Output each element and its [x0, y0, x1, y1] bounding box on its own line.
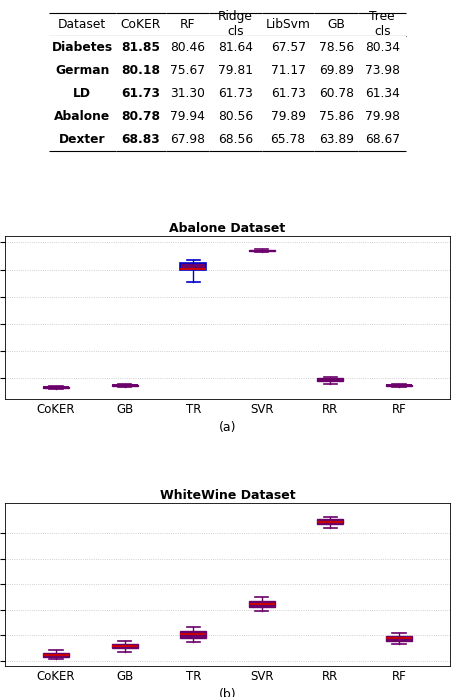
PathPatch shape [386, 636, 412, 641]
X-axis label: (b): (b) [219, 688, 236, 697]
Title: Abalone Dataset: Abalone Dataset [169, 222, 286, 234]
PathPatch shape [111, 385, 137, 386]
PathPatch shape [180, 631, 206, 638]
PathPatch shape [43, 653, 69, 657]
Title: WhiteWine Dataset: WhiteWine Dataset [160, 489, 295, 502]
PathPatch shape [386, 385, 412, 386]
PathPatch shape [249, 601, 275, 607]
X-axis label: (a): (a) [219, 420, 236, 434]
PathPatch shape [249, 250, 275, 252]
PathPatch shape [180, 263, 206, 270]
PathPatch shape [111, 644, 137, 648]
PathPatch shape [318, 519, 344, 524]
PathPatch shape [318, 378, 344, 381]
PathPatch shape [43, 387, 69, 388]
